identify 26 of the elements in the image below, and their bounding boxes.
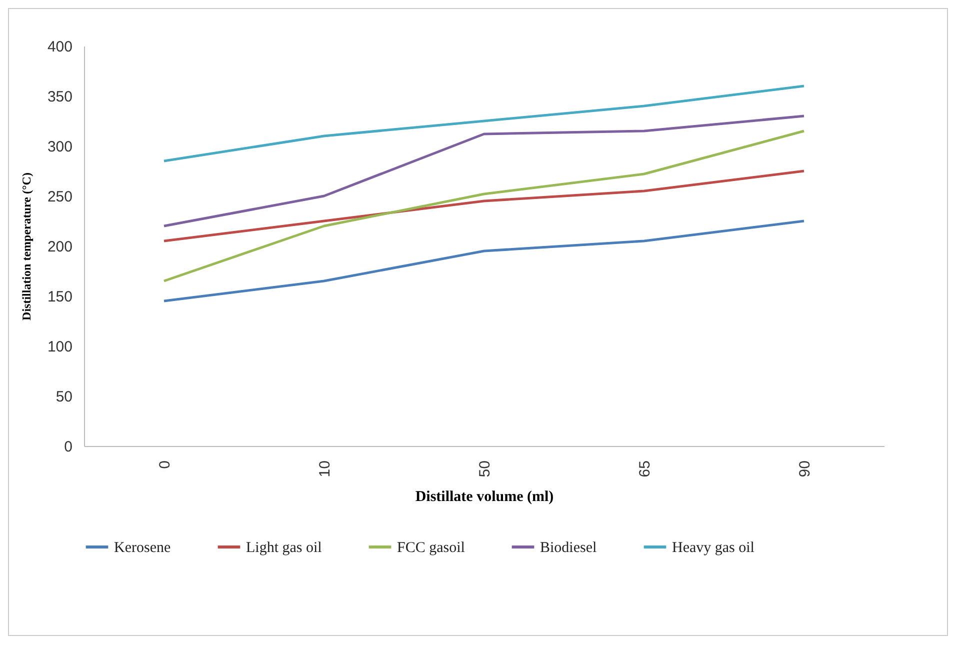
legend-label: FCC gasoil	[397, 540, 465, 556]
x-tick-label: 50	[476, 460, 494, 478]
y-tick-label: 400	[47, 38, 72, 56]
y-tick-label: 100	[47, 338, 72, 356]
line-series	[162, 114, 806, 228]
line-series	[162, 220, 806, 302]
line-series	[162, 84, 806, 162]
legend-label: Heavy gas oil	[672, 540, 754, 556]
legend-label: Light gas oil	[246, 540, 322, 556]
y-tick-label: 0	[64, 438, 72, 456]
x-tick-label: 65	[636, 460, 654, 478]
y-axis-title: Distillation temperature (°C)	[19, 172, 34, 320]
x-tick-label: 90	[796, 460, 814, 478]
legend-label: Kerosene	[114, 540, 171, 556]
x-tick-label: 0	[156, 460, 174, 469]
x-axis-title: Distillate volume (ml)	[415, 489, 554, 506]
y-tick-label: 50	[56, 388, 72, 406]
y-tick-label: 200	[47, 238, 72, 256]
y-tick-label: 350	[47, 88, 72, 106]
y-tick-label: 300	[47, 138, 72, 156]
legend-label: Biodiesel	[540, 540, 597, 556]
x-tick-label: 10	[316, 460, 334, 478]
y-tick-label: 250	[47, 188, 72, 206]
line-series	[162, 130, 806, 282]
line-series	[162, 170, 806, 242]
y-tick-label: 150	[47, 288, 72, 306]
